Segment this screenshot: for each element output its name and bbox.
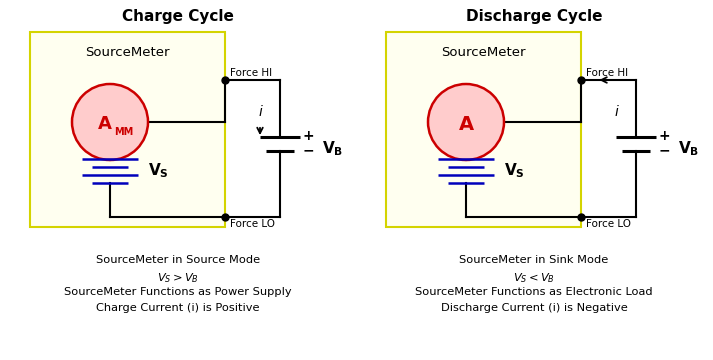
Text: $\mathbf{V_S}$: $\mathbf{V_S}$	[148, 162, 169, 180]
Circle shape	[72, 84, 148, 160]
Text: $V_S > V_B$: $V_S > V_B$	[157, 271, 199, 285]
Text: $\mathbf{V_B}$: $\mathbf{V_B}$	[678, 139, 699, 158]
Text: +: +	[659, 130, 671, 144]
Text: $\mathbf{V_S}$: $\mathbf{V_S}$	[504, 162, 525, 180]
Bar	[386, 32, 581, 227]
Text: $\mathbf{V_B}$: $\mathbf{V_B}$	[322, 139, 344, 158]
Text: SourceMeter in Sink Mode: SourceMeter in Sink Mode	[459, 255, 609, 265]
Text: SourceMeter in Source Mode: SourceMeter in Source Mode	[96, 255, 260, 265]
Text: SourceMeter Functions as Electronic Load: SourceMeter Functions as Electronic Load	[415, 287, 653, 297]
Text: Charge Cycle: Charge Cycle	[122, 9, 234, 23]
Text: Force HI: Force HI	[586, 68, 628, 78]
Text: Charge Current (i) is Positive: Charge Current (i) is Positive	[96, 303, 260, 313]
Text: SourceMeter: SourceMeter	[441, 45, 525, 58]
Text: −: −	[303, 144, 314, 158]
Text: Force LO: Force LO	[230, 219, 275, 229]
Text: i: i	[258, 105, 262, 119]
Text: SourceMeter: SourceMeter	[86, 45, 170, 58]
Text: Discharge Current (i) is Negative: Discharge Current (i) is Negative	[441, 303, 627, 313]
Text: Force HI: Force HI	[230, 68, 272, 78]
Text: i: i	[614, 105, 618, 119]
Text: SourceMeter Functions as Power Supply: SourceMeter Functions as Power Supply	[64, 287, 292, 297]
Text: MM: MM	[114, 127, 133, 137]
Text: A: A	[98, 115, 112, 133]
Circle shape	[428, 84, 504, 160]
Text: A: A	[458, 114, 473, 134]
Text: +: +	[303, 130, 314, 144]
Bar	[30, 32, 225, 227]
Text: $V_S < V_B$: $V_S < V_B$	[513, 271, 555, 285]
Text: −: −	[659, 144, 671, 158]
Text: Force LO: Force LO	[586, 219, 631, 229]
Text: Discharge Cycle: Discharge Cycle	[466, 9, 602, 23]
